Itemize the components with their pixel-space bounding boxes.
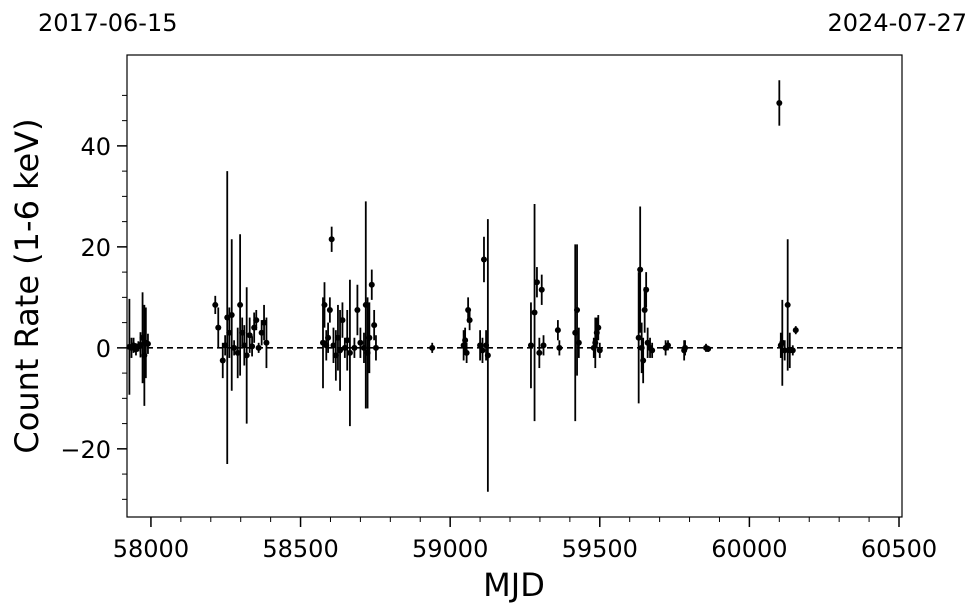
data-point	[321, 301, 328, 308]
x-tick-label: 60000	[711, 535, 787, 563]
data-point	[253, 317, 260, 324]
data-point	[643, 286, 650, 293]
y-tick-label: 0	[96, 335, 111, 363]
plot-area	[126, 54, 903, 518]
data-point	[781, 347, 788, 354]
x-tick-label: 58000	[113, 535, 189, 563]
x-axis-label: MJD	[483, 566, 545, 604]
data-point	[144, 340, 151, 347]
data-point	[705, 345, 712, 352]
data-point	[595, 324, 602, 331]
y-axis-label: Count Rate (1-6 keV)	[8, 118, 46, 453]
data-point	[228, 312, 235, 319]
data-point	[325, 334, 332, 341]
top-left-date-label: 2017-06-15	[38, 9, 177, 37]
data-point	[429, 344, 436, 351]
data-point	[466, 317, 473, 324]
y-tick-label: 20	[80, 234, 111, 262]
x-tick-label: 59000	[412, 535, 488, 563]
data-point	[372, 344, 379, 351]
data-point	[255, 344, 262, 351]
data-point	[346, 349, 353, 356]
data-point	[640, 357, 647, 364]
data-point	[357, 339, 364, 346]
data-point	[237, 301, 244, 308]
x-axis-ticks: 58000 58500 59000 59500 60000 60500	[113, 517, 937, 563]
data-point	[328, 236, 335, 243]
data-point	[554, 327, 561, 334]
data-point	[351, 344, 358, 351]
plot-frame	[126, 54, 903, 518]
data-point	[479, 347, 486, 354]
data-point	[249, 343, 256, 350]
data-point	[533, 279, 540, 286]
data-points	[126, 80, 799, 492]
data-point	[339, 317, 346, 324]
data-point	[635, 334, 642, 341]
data-point	[366, 334, 373, 341]
data-point	[326, 306, 333, 313]
data-point	[536, 349, 543, 356]
data-point	[368, 281, 375, 288]
data-point	[463, 349, 470, 356]
data-point	[637, 266, 644, 273]
data-point	[538, 286, 545, 293]
data-point	[243, 352, 250, 359]
data-point	[527, 342, 534, 349]
data-point	[596, 347, 603, 354]
data-point	[649, 347, 656, 354]
data-point	[784, 301, 791, 308]
data-point	[480, 256, 487, 263]
data-point	[789, 347, 796, 354]
data-point	[575, 339, 582, 346]
data-point	[540, 342, 547, 349]
data-point	[556, 344, 563, 351]
top-right-date-label: 2024-07-27	[828, 9, 967, 37]
data-point	[462, 337, 469, 344]
data-point	[371, 322, 378, 329]
y-axis-ticks: −20 0 20 40	[60, 94, 127, 500]
data-point	[531, 309, 538, 316]
y-tick-label: 40	[80, 133, 111, 161]
data-point	[641, 306, 648, 313]
data-point	[776, 99, 783, 106]
data-point	[212, 301, 219, 308]
y-tick-label: −20	[60, 436, 111, 464]
data-point	[484, 352, 491, 359]
x-tick-label: 59500	[562, 535, 638, 563]
data-point	[263, 339, 270, 346]
data-point	[792, 327, 799, 334]
data-point	[574, 306, 581, 313]
data-point	[215, 324, 222, 331]
x-tick-label: 60500	[861, 535, 937, 563]
data-point	[231, 344, 238, 351]
data-point	[337, 347, 344, 354]
data-point	[344, 337, 351, 344]
data-point	[219, 357, 226, 364]
data-point	[665, 342, 672, 349]
data-point	[354, 306, 361, 313]
data-point	[682, 344, 689, 351]
x-tick-label: 58500	[262, 535, 338, 563]
